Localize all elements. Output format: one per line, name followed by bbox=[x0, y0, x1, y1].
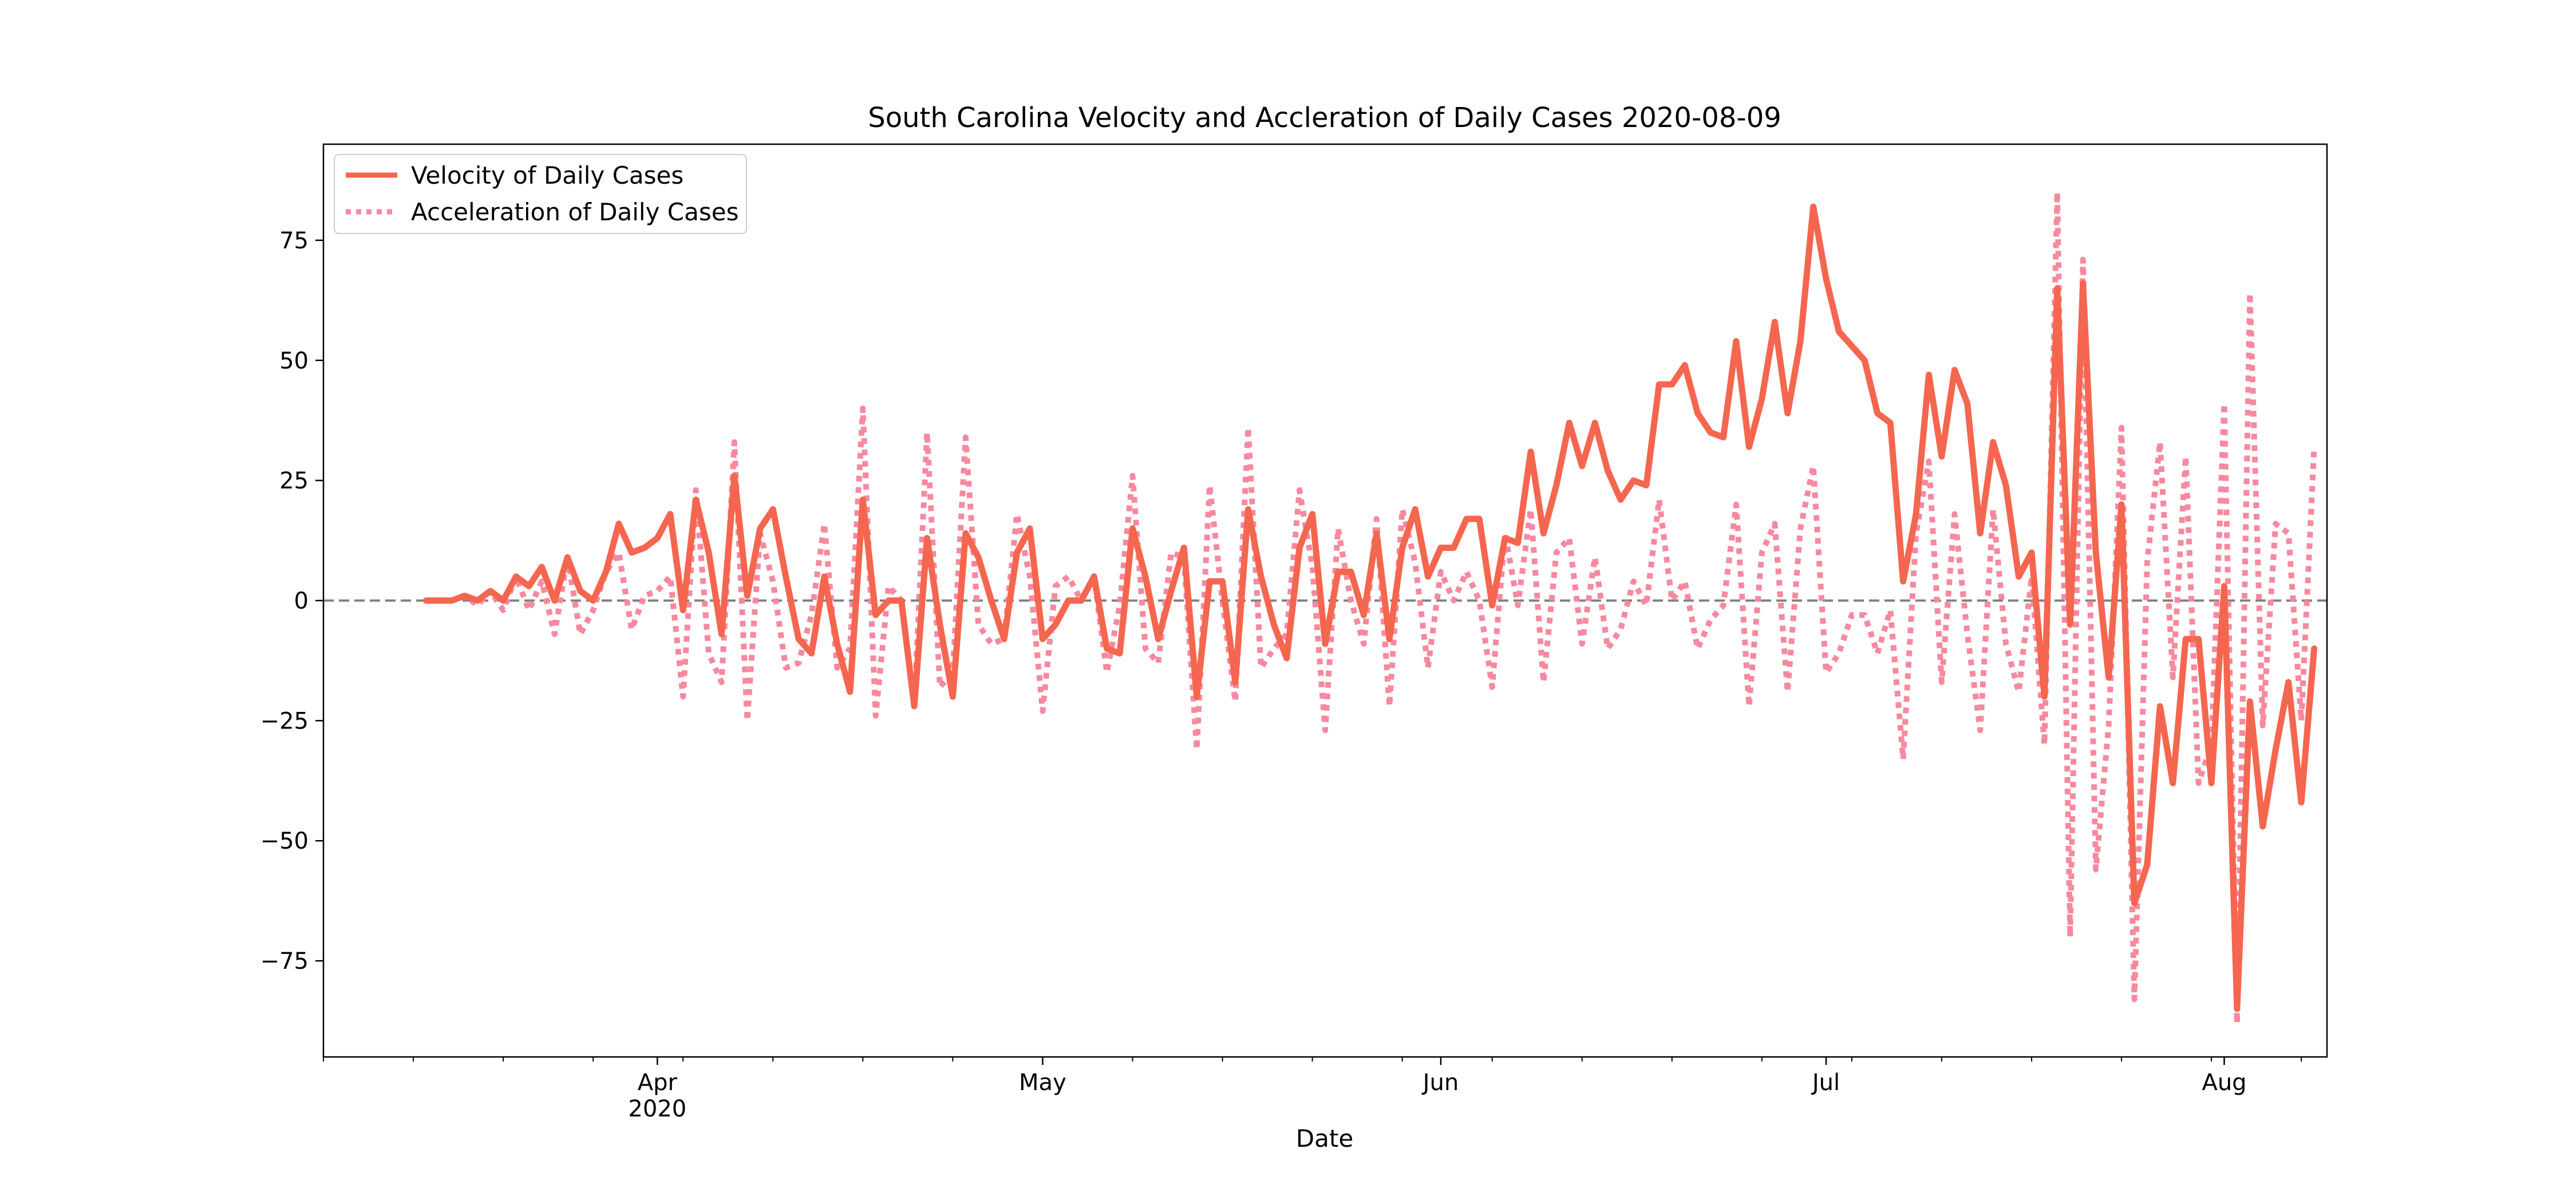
legend-box bbox=[334, 154, 747, 234]
legend: Velocity of Daily Cases Acceleration of … bbox=[334, 154, 747, 234]
y-tick-label: −50 bbox=[260, 828, 309, 854]
y-tick-label: 50 bbox=[279, 348, 309, 374]
y-tick-label: 25 bbox=[279, 468, 309, 494]
legend-label-acceleration: Acceleration of Daily Cases bbox=[411, 198, 738, 226]
x-tick-label: Aug bbox=[2202, 1070, 2246, 1096]
x-tick-label: Jul bbox=[1811, 1070, 1840, 1096]
y-tick-label: 75 bbox=[279, 228, 309, 254]
series-line-acceleration bbox=[438, 189, 2317, 1027]
x-tick-label: Jun bbox=[1421, 1070, 1459, 1096]
chart-title: South Carolina Velocity and Accleration … bbox=[868, 102, 1781, 134]
x-axis-label: Date bbox=[1296, 1124, 1353, 1152]
x-tick-label: May bbox=[1019, 1070, 1066, 1096]
plot-area-frame bbox=[322, 143, 2328, 1058]
plot-series bbox=[323, 189, 2327, 1027]
y-tick-label: −25 bbox=[260, 708, 309, 734]
x-tick-label: Apr bbox=[638, 1070, 678, 1096]
y-tick-label: −75 bbox=[260, 948, 309, 975]
legend-label-velocity: Velocity of Daily Cases bbox=[411, 161, 683, 189]
series-line-velocity bbox=[423, 203, 2318, 1012]
y-tick-label: 0 bbox=[294, 588, 309, 615]
x-tick-sublabel: 2020 bbox=[628, 1096, 686, 1122]
